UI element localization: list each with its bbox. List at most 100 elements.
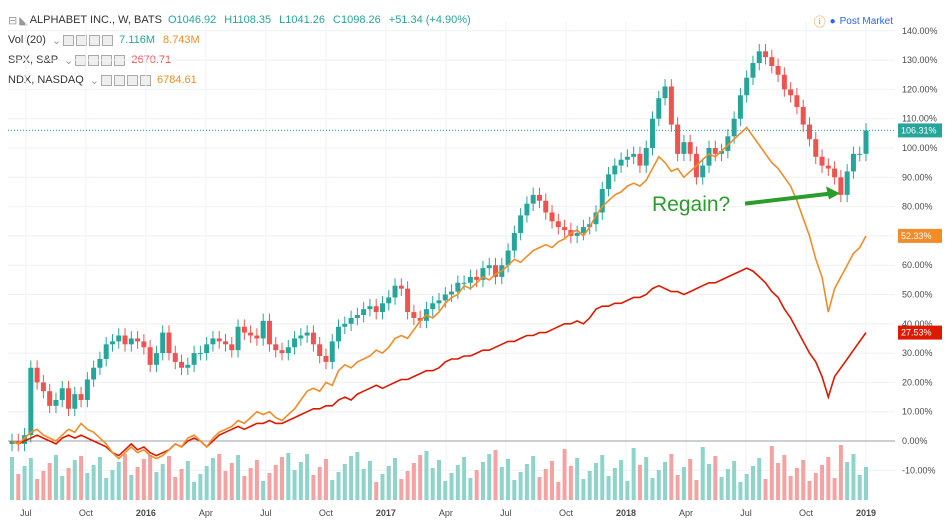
volume-bar — [424, 451, 429, 500]
volume-bar — [455, 465, 460, 500]
y-tick-label: 140.00% — [902, 26, 938, 36]
candle-body — [518, 215, 524, 233]
candle-body — [712, 148, 718, 154]
volume-bar — [349, 456, 354, 500]
volume-bar — [16, 474, 21, 500]
candle-body — [493, 265, 499, 277]
candle-body — [788, 89, 794, 96]
volume-bar — [506, 459, 511, 500]
candle-body — [229, 344, 235, 351]
annotation-text: Regain? — [652, 193, 730, 216]
y-tick-label: -10.00% — [902, 465, 936, 475]
high-value: H1108.35 — [224, 14, 272, 26]
plus-icon[interactable] — [127, 74, 139, 86]
volume-value-2: 8.743M — [163, 34, 200, 46]
candle-body — [22, 435, 28, 444]
googl-last-label: 106.31% — [901, 125, 937, 135]
x-tick-label: 2018 — [616, 508, 636, 518]
y-tick-label: 40.00% — [902, 319, 933, 329]
candle-body — [15, 441, 21, 444]
eye-icon[interactable] — [63, 34, 75, 46]
volume-bar — [845, 462, 850, 500]
plus-icon[interactable] — [89, 34, 101, 46]
symbol-title: ALPHABET INC., W, BATS — [29, 14, 162, 26]
candle-body — [430, 303, 436, 310]
volume-bar — [79, 456, 84, 500]
volume-bar — [776, 463, 781, 500]
y-tick-label: 100.00% — [902, 143, 938, 153]
volume-bar — [104, 478, 109, 500]
volume-bar — [493, 450, 498, 500]
x-tick-label: 2016 — [136, 508, 156, 518]
volume-bar — [864, 467, 868, 500]
candle-body — [668, 86, 674, 125]
candle-body — [825, 165, 831, 169]
volume-bar — [173, 477, 178, 500]
volume-bar — [47, 463, 52, 500]
settings-icon[interactable] — [114, 74, 126, 86]
volume-bar — [826, 457, 831, 500]
volume-bar — [393, 458, 398, 500]
candle-body — [304, 332, 310, 336]
candle-body — [84, 379, 90, 400]
annotation-arrow-line — [744, 191, 833, 206]
volume-bar — [612, 468, 617, 500]
candle-body — [467, 276, 473, 283]
volume-bar — [757, 458, 762, 500]
volume-bar — [380, 474, 385, 500]
volume-bar — [857, 475, 862, 500]
volume-bar — [91, 465, 96, 500]
candle-body — [763, 51, 769, 58]
x-tick-label: Jul — [500, 508, 512, 518]
candle-body — [461, 282, 467, 284]
collapse-icon[interactable]: ⊟ — [8, 14, 18, 27]
close-icon[interactable] — [102, 34, 114, 46]
volume-bar — [675, 475, 680, 500]
candle-body — [687, 142, 693, 154]
chevron-down-icon[interactable]: ⌄ — [89, 74, 100, 87]
candle-body — [417, 317, 423, 321]
x-tick-label: Apr — [439, 508, 453, 518]
candle-body — [580, 227, 586, 233]
spx-last-badge — [898, 325, 942, 340]
candle-body — [675, 124, 681, 154]
y-tick-label: 130.00% — [902, 55, 938, 65]
candle-body — [210, 338, 216, 345]
volume-bar — [688, 459, 693, 500]
candle-body — [624, 156, 630, 160]
y-tick-label: 30.00% — [902, 348, 933, 358]
ndx-line — [11, 126, 867, 460]
candle-body — [449, 291, 455, 295]
candle-body — [769, 57, 775, 66]
candle-body — [813, 139, 819, 157]
volume-bar — [217, 454, 222, 500]
market-status[interactable]: ⓘ ● Post Market — [814, 13, 893, 30]
change-value: +51.34 (+4.90%) — [388, 14, 471, 26]
candle-body — [643, 148, 649, 166]
volume-bar — [116, 462, 121, 500]
candle-body — [47, 391, 53, 406]
volume-bar — [236, 455, 241, 500]
candle-body — [310, 332, 316, 345]
chevron-down-icon[interactable]: ⌄ — [51, 34, 62, 47]
volume-bar — [298, 462, 303, 500]
open-value: O1046.92 — [167, 14, 217, 26]
settings-icon[interactable] — [76, 34, 88, 46]
volume-bar — [97, 457, 102, 500]
y-tick-label: 110.00% — [902, 114, 937, 124]
volume-bar — [179, 469, 184, 500]
volume-bar — [462, 457, 467, 500]
x-tick-label: Oct — [799, 508, 814, 518]
volume-bar — [123, 454, 128, 500]
volume-bar — [769, 446, 774, 500]
volume-bar — [430, 468, 435, 500]
volume-bar — [449, 473, 454, 500]
candle-body — [367, 306, 373, 310]
candle-body — [681, 142, 687, 154]
candle-body — [147, 347, 153, 365]
candle-body — [317, 344, 323, 357]
candle-body — [204, 344, 210, 354]
eye-icon[interactable] — [101, 74, 113, 86]
volume-bar — [838, 445, 843, 500]
